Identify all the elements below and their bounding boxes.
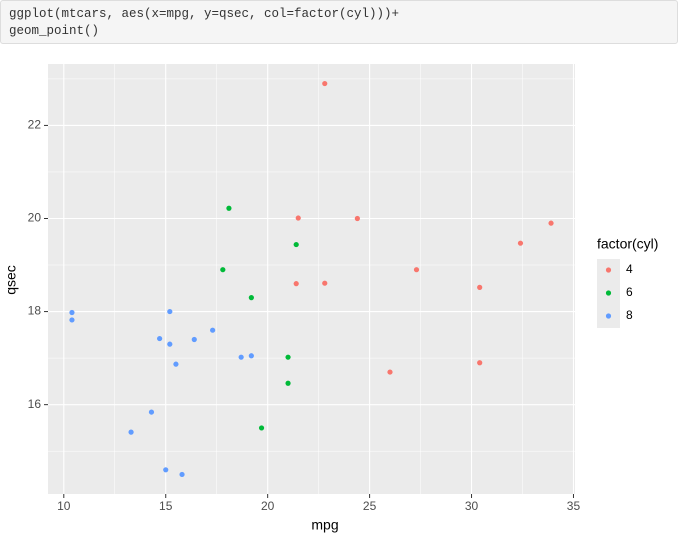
point xyxy=(167,308,173,315)
point xyxy=(285,380,291,386)
legend-label: 6 xyxy=(626,285,633,299)
y-tick-label: 16 xyxy=(28,397,42,411)
code-block: ggplot(mtcars, aes(x=mpg, y=qsec, col=fa… xyxy=(0,0,678,44)
point xyxy=(163,467,169,473)
y-tick-label: 22 xyxy=(28,118,42,132)
y-tick-label: 20 xyxy=(28,211,42,225)
point xyxy=(148,409,155,415)
point xyxy=(248,295,254,301)
point xyxy=(322,80,328,87)
x-tick-label: 35 xyxy=(567,499,581,513)
point xyxy=(191,336,197,343)
x-tick-label: 15 xyxy=(159,499,173,513)
point xyxy=(293,241,299,248)
point xyxy=(285,354,291,360)
point xyxy=(258,425,265,431)
point xyxy=(248,353,254,359)
point xyxy=(226,205,232,211)
x-tick-label: 20 xyxy=(261,499,275,513)
point xyxy=(69,317,75,323)
x-axis-label: mpg xyxy=(311,517,338,533)
point xyxy=(295,215,301,221)
x-tick-label: 30 xyxy=(465,499,479,513)
point xyxy=(220,267,226,273)
point xyxy=(167,341,173,347)
y-axis-label: qsec xyxy=(3,265,19,295)
legend-label: 8 xyxy=(626,308,633,322)
point xyxy=(322,280,328,286)
point xyxy=(354,215,360,222)
code-line: geom_point() xyxy=(9,24,100,38)
x-tick-label: 10 xyxy=(57,499,71,513)
point xyxy=(548,220,554,226)
point xyxy=(413,267,420,273)
point xyxy=(387,369,393,375)
legend-label: 4 xyxy=(626,262,633,276)
point xyxy=(128,429,134,435)
point xyxy=(477,284,483,290)
legend-marker xyxy=(605,313,612,319)
point xyxy=(69,309,75,316)
code-line: ggplot(mtcars, aes(x=mpg, y=qsec, col=fa… xyxy=(9,7,400,21)
point xyxy=(293,281,299,287)
legend-title: factor(cyl) xyxy=(597,236,658,252)
legend-marker xyxy=(605,267,612,273)
point xyxy=(517,240,524,246)
point xyxy=(238,354,244,360)
plot-panel xyxy=(48,64,575,494)
point xyxy=(157,335,163,342)
point xyxy=(210,327,216,333)
point xyxy=(173,361,179,367)
y-tick-label: 18 xyxy=(28,304,42,318)
legend-marker xyxy=(605,290,612,296)
x-tick-label: 25 xyxy=(363,499,377,513)
point xyxy=(477,360,483,366)
point xyxy=(179,471,185,478)
